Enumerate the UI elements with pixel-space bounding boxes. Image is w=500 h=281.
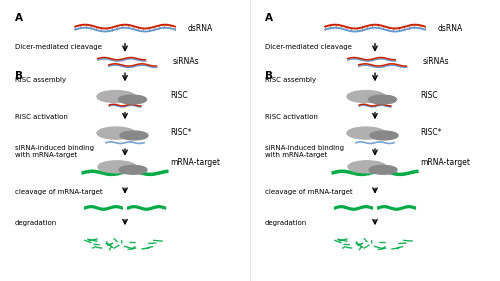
Text: RISC: RISC [170,91,188,100]
Text: degradation: degradation [15,220,57,226]
Text: RISC assembly: RISC assembly [265,77,316,83]
Ellipse shape [119,166,147,174]
Text: degradation: degradation [265,220,307,226]
Text: RISC: RISC [420,91,438,100]
Text: mRNA-target: mRNA-target [170,158,220,167]
Text: siRNAs: siRNAs [172,57,199,66]
Text: Dicer-mediated cleavage: Dicer-mediated cleavage [265,44,352,50]
Ellipse shape [348,161,386,173]
Ellipse shape [98,161,136,173]
Ellipse shape [370,131,398,140]
Text: RISC activation: RISC activation [265,114,318,120]
Text: cleavage of mRNA-target: cleavage of mRNA-target [15,189,102,195]
Text: B: B [15,71,23,81]
Text: dsRNA: dsRNA [188,24,213,33]
Text: siRNAs: siRNAs [422,57,449,66]
Ellipse shape [347,127,385,139]
Text: RISC assembly: RISC assembly [15,77,66,83]
Ellipse shape [97,127,135,139]
Text: dsRNA: dsRNA [438,24,463,33]
Text: RISC*: RISC* [420,128,442,137]
Text: B: B [265,71,273,81]
Text: RISC*: RISC* [170,128,192,137]
Ellipse shape [368,95,396,104]
Ellipse shape [369,166,397,174]
Text: siRNA-induced binding
with mRNA-target: siRNA-induced binding with mRNA-target [265,145,344,158]
Ellipse shape [118,95,146,104]
Ellipse shape [120,131,148,140]
Text: Dicer-mediated cleavage: Dicer-mediated cleavage [15,44,102,50]
Text: siRNA-induced binding
with mRNA-target: siRNA-induced binding with mRNA-target [15,145,94,158]
Text: mRNA-target: mRNA-target [420,158,470,167]
Text: cleavage of mRNA-target: cleavage of mRNA-target [265,189,352,195]
Ellipse shape [347,90,385,103]
Text: A: A [265,13,273,23]
Text: RISC activation: RISC activation [15,114,68,120]
Text: A: A [15,13,23,23]
Ellipse shape [97,90,135,103]
